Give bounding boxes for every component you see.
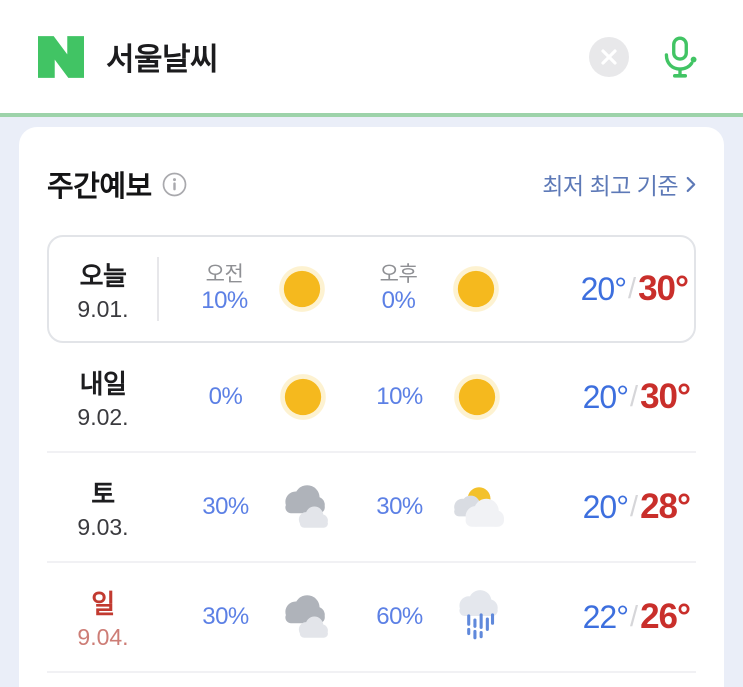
- temp-separator: /: [628, 272, 637, 305]
- am-percent-group: 30%: [183, 493, 269, 521]
- day-name: 오늘: [79, 260, 127, 291]
- content-area: 주간예보 최저 최고 기준 오늘: [0, 117, 743, 687]
- pm-rain-percent: 0%: [381, 287, 416, 315]
- sun-icon: [275, 369, 331, 425]
- low-temp: 20°: [580, 270, 627, 307]
- pm-slot: 10%: [357, 369, 505, 425]
- am-label: 오전: [205, 263, 244, 287]
- sun-icon: [449, 369, 505, 425]
- day-name: 내일: [79, 368, 127, 399]
- weekly-forecast-card: 주간예보 최저 최고 기준 오늘: [19, 127, 724, 687]
- pm-rain-percent: 60%: [376, 603, 423, 631]
- pm-slot: 60%: [357, 589, 505, 645]
- am-slot: 0%: [183, 369, 331, 425]
- legend-link[interactable]: 최저 최고 기준: [542, 167, 696, 201]
- temperature-group: 20° / 30°: [526, 269, 694, 309]
- cloudy-icon: [275, 479, 331, 535]
- forecast-slots: 30% 60%: [159, 589, 528, 645]
- pm-rain-percent: 10%: [376, 383, 423, 411]
- pm-label: 오후: [379, 263, 418, 287]
- am-rain-percent: 30%: [202, 603, 249, 631]
- chevron-right-icon: [686, 176, 696, 192]
- sun-icon: [274, 261, 330, 317]
- pm-percent-group: 10%: [357, 383, 443, 411]
- day-date: 9.01.: [77, 295, 129, 322]
- am-percent-group: 0%: [183, 383, 269, 411]
- am-rain-percent: 0%: [208, 383, 243, 411]
- info-circle-icon: [162, 172, 187, 196]
- temperature-group: 20° / 30°: [528, 377, 696, 417]
- microphone-icon: [664, 36, 697, 78]
- vertical-divider: [157, 257, 159, 321]
- section-title: 주간예보: [47, 171, 152, 203]
- low-temp: 20°: [582, 488, 629, 525]
- pm-percent-group: 60%: [357, 603, 443, 631]
- forecast-row-saturday: 토 9.03. 30% 30%: [47, 453, 696, 563]
- info-button[interactable]: [162, 172, 187, 197]
- sun-icon: [448, 261, 504, 317]
- low-temp: 20°: [582, 378, 629, 415]
- day-column: 내일 9.02.: [47, 364, 159, 431]
- temperature-group: 20° / 28°: [528, 487, 696, 527]
- high-temp: 30°: [638, 269, 689, 308]
- section-header: 주간예보 최저 최고 기준: [47, 163, 696, 205]
- forecast-row-sunday: 일 9.04. 30% 60%: [47, 563, 696, 673]
- forecast-slots: 오전 10% 오후 0%: [159, 261, 526, 317]
- temp-separator: /: [630, 380, 639, 413]
- forecast-slots: 30% 30%: [159, 479, 528, 535]
- am-percent-group: 30%: [183, 603, 269, 631]
- search-bar: 서울날씨: [0, 0, 743, 113]
- naver-logo-icon[interactable]: [38, 35, 84, 78]
- day-date: 9.02.: [77, 403, 129, 430]
- partly-sunny-icon: [449, 479, 505, 535]
- high-temp: 30°: [640, 377, 691, 416]
- day-date: 9.04.: [77, 623, 129, 650]
- am-slot: 30%: [183, 479, 331, 535]
- day-date: 9.03.: [77, 513, 129, 540]
- day-column: 일 9.04.: [47, 584, 159, 651]
- header-divider: [0, 113, 743, 117]
- am-slot: 30%: [183, 589, 331, 645]
- pm-slot: 오후 0%: [356, 261, 504, 317]
- day-name: 일: [91, 588, 115, 619]
- header-actions: [589, 34, 703, 80]
- temperature-group: 22° / 26°: [528, 597, 696, 637]
- pm-slot: 30%: [357, 479, 505, 535]
- pm-rain-percent: 30%: [376, 493, 423, 521]
- day-column: 오늘 9.01.: [49, 256, 157, 323]
- pm-percent-group: 오후 0%: [356, 263, 442, 315]
- low-temp: 22°: [582, 598, 629, 635]
- temp-separator: /: [630, 490, 639, 523]
- day-name: 토: [91, 478, 115, 509]
- am-slot: 오전 10%: [182, 261, 330, 317]
- pm-percent-group: 30%: [357, 493, 443, 521]
- clear-search-button[interactable]: [589, 36, 629, 77]
- voice-search-button[interactable]: [657, 34, 703, 80]
- temp-separator: /: [630, 600, 639, 633]
- forecast-slots: 0% 10%: [159, 369, 528, 425]
- am-rain-percent: 10%: [201, 287, 248, 315]
- high-temp: 28°: [640, 487, 691, 526]
- am-percent-group: 오전 10%: [182, 263, 268, 315]
- forecast-row-tomorrow: 내일 9.02. 0% 10%: [47, 343, 696, 453]
- cloudy-icon: [275, 589, 331, 645]
- day-column: 토 9.03.: [47, 474, 159, 541]
- legend-link-label: 최저 최고 기준: [542, 173, 678, 199]
- high-temp: 26°: [640, 597, 691, 636]
- forecast-row-today: 오늘 9.01. 오전 10% 오후 0%: [47, 235, 696, 343]
- rain-cloud-icon: [449, 589, 505, 645]
- search-query-text[interactable]: 서울날씨: [106, 42, 219, 77]
- clear-circle-icon: [589, 36, 629, 77]
- am-rain-percent: 30%: [202, 493, 249, 521]
